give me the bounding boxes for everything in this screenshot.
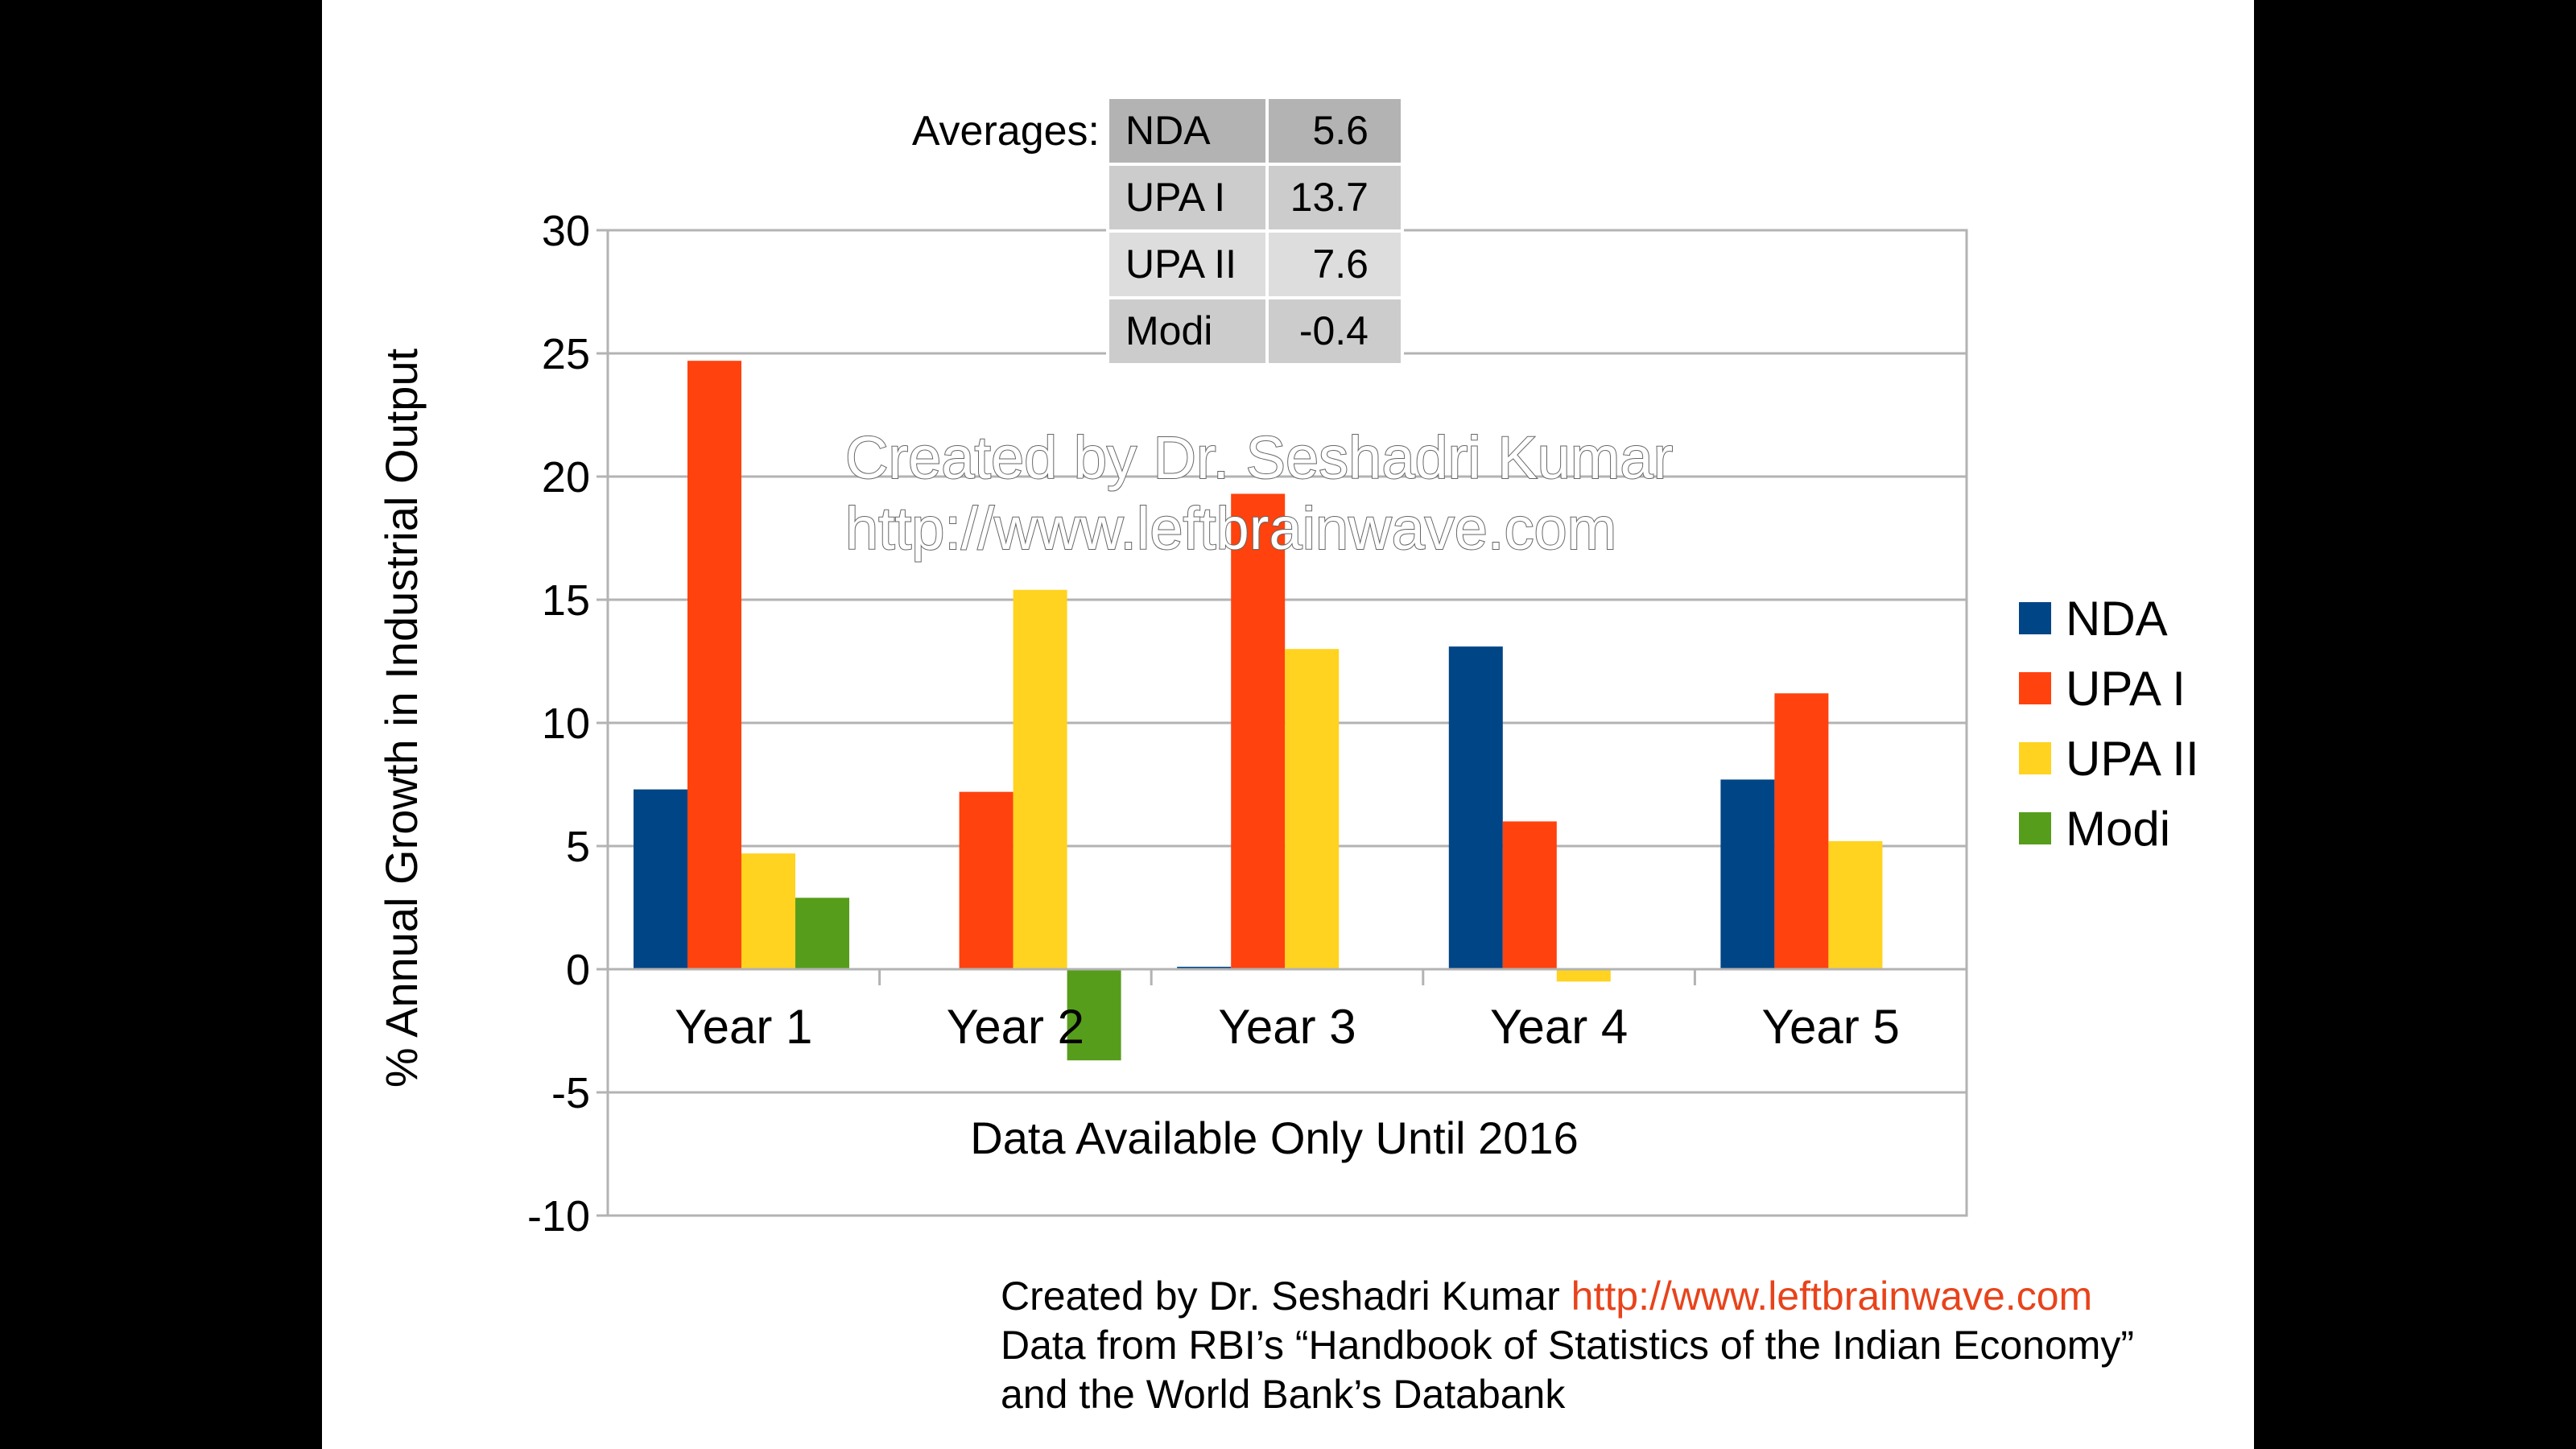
chart-annotation: Data Available Only Until 2016 <box>970 1113 1578 1163</box>
legend-swatch <box>2019 672 2051 704</box>
legend-label: UPA I <box>2066 662 2186 716</box>
averages-row-value: -0.4 <box>1299 308 1368 353</box>
averages-table: Averages: NDA 5.6 UPA I 13.7 UPA II 7.6 Modi -0.… <box>912 96 1404 366</box>
legend: NDA UPA I UPA II Modi <box>2019 592 2199 856</box>
averages-row-value: 13.7 <box>1290 175 1368 220</box>
x-tick-label: Year 2 <box>947 1000 1084 1054</box>
bar-upa-ii-year-3 <box>1285 649 1340 969</box>
bar-upa-ii-year-1 <box>741 853 795 969</box>
averages-cell <box>1265 96 1404 166</box>
averages-cell <box>1265 163 1404 233</box>
x-tick-label: Year 1 <box>675 1000 812 1054</box>
averages-cell <box>1106 296 1269 366</box>
averages-row-value: 7.6 <box>1312 242 1368 287</box>
y-tick-label: 0 <box>566 946 590 994</box>
y-tick-label: 20 <box>542 453 590 502</box>
averages-cell <box>1265 296 1404 366</box>
bar-chart: 30 25 20 15 10 5 0 -5 -10 Year 1 Year 2 Year 3 Year … <box>376 96 2199 1241</box>
y-tick-label: 5 <box>566 823 590 871</box>
y-axis-label: % Annual Growth in Industrial Output <box>376 348 427 1088</box>
legend-label: UPA II <box>2066 732 2199 786</box>
slide: 30 25 20 15 10 5 0 -5 -10 Year 1 Year 2 Year 3 Year … <box>322 0 2254 1449</box>
y-tick-label: 30 <box>542 207 590 255</box>
y-tick-label: 15 <box>542 576 590 625</box>
x-tick-label: Year 5 <box>1762 1000 1900 1054</box>
legend-swatch <box>2019 812 2051 844</box>
bar-modi-year-1 <box>795 898 849 969</box>
bar-nda-year-3 <box>1177 966 1232 969</box>
bar-upa-ii-year-2 <box>1013 589 1067 969</box>
averages-row-name: UPA II <box>1125 242 1236 287</box>
legend-swatch <box>2019 602 2051 634</box>
y-tick-label: -5 <box>551 1069 590 1117</box>
axes: 30 25 20 15 10 5 0 -5 -10 Year 1 Year 2 Year 3 Year … <box>527 207 1967 1241</box>
footer-line2: Data from RBI’s “Handbook of Statistics … <box>1001 1323 2135 1368</box>
y-tick-label: 10 <box>542 700 590 748</box>
bar-nda-year-4 <box>1448 646 1503 969</box>
bar-upa-i-year-4 <box>1502 821 1557 969</box>
bars <box>634 361 1883 1061</box>
x-tick-label: Year 3 <box>1218 1000 1356 1054</box>
watermark-line1: Created by Dr. Seshadri Kumar <box>845 424 1673 491</box>
watermark: Created by Dr. Seshadri Kumar http://www… <box>844 423 1674 563</box>
footer-link[interactable]: http://www.leftbrainwave.com <box>1571 1274 2093 1319</box>
bar-upa-i-year-3 <box>1231 493 1286 969</box>
y-tick-label: -10 <box>527 1192 590 1241</box>
bar-nda-year-5 <box>1720 779 1775 969</box>
footer-line1: Created by Dr. Seshadri Kumar http://www… <box>1001 1272 2369 1321</box>
bar-upa-i-year-2 <box>959 791 1013 969</box>
watermark-line2: http://www.leftbrainwave.com <box>845 495 1616 562</box>
averages-row-value: 5.6 <box>1312 108 1368 153</box>
averages-row-name: Modi <box>1125 308 1212 353</box>
bar-upa-ii-year-4 <box>1556 969 1611 982</box>
averages-row-name: UPA I <box>1125 175 1225 220</box>
y-tick-label: 25 <box>542 330 590 378</box>
gridlines <box>597 229 1968 1217</box>
legend-swatch <box>2019 742 2051 774</box>
legend-label: NDA <box>2066 592 2168 646</box>
bar-nda-year-1 <box>634 789 687 969</box>
bar-upa-i-year-5 <box>1774 693 1829 969</box>
averages-label: Averages: <box>912 108 1100 155</box>
bar-upa-ii-year-5 <box>1828 840 1883 969</box>
bar-upa-i-year-1 <box>687 361 741 969</box>
footer: Created by Dr. Seshadri Kumar http://www… <box>1001 1272 2369 1419</box>
x-tick-label: Year 4 <box>1490 1000 1628 1054</box>
bar-modi-year-2 <box>1067 969 1121 1061</box>
legend-label: Modi <box>2066 802 2170 856</box>
footer-line3: and the World Bank’s Databank <box>1001 1372 1566 1417</box>
averages-row-name: NDA <box>1125 108 1211 153</box>
footer-credit: Created by Dr. Seshadri Kumar <box>1001 1274 1560 1319</box>
